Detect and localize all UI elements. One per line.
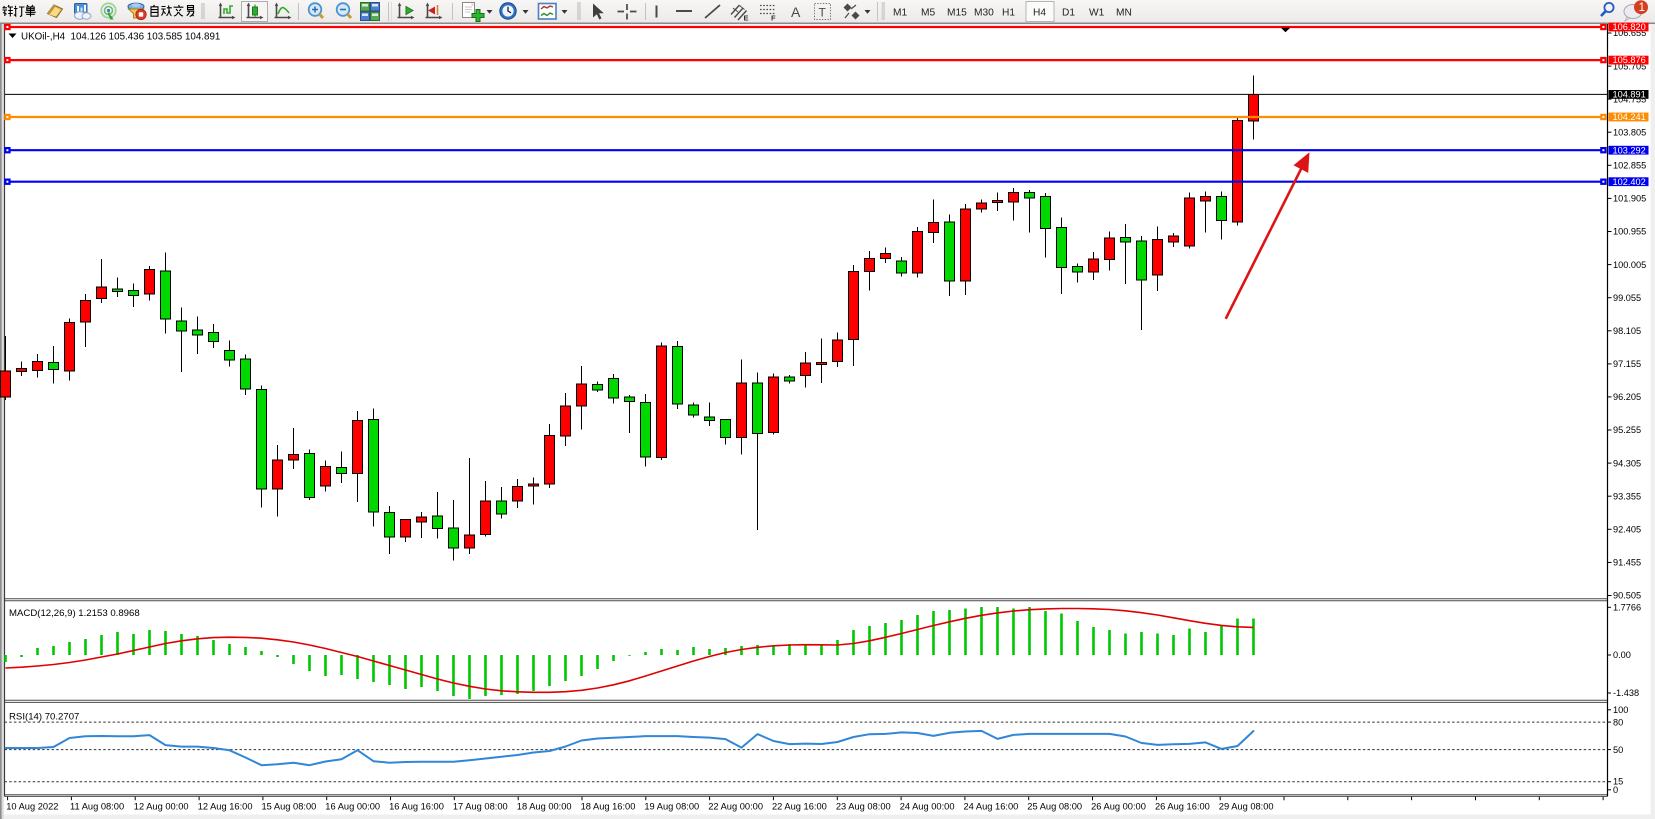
svg-text:18 Aug 16:00: 18 Aug 16:00 xyxy=(581,802,636,812)
svg-text:MN: MN xyxy=(1116,8,1132,19)
svg-text:12 Aug 00:00: 12 Aug 00:00 xyxy=(134,802,189,812)
svg-text:103.805: 103.805 xyxy=(1613,127,1646,137)
svg-text:93.355: 93.355 xyxy=(1613,491,1641,501)
svg-text:0: 0 xyxy=(1613,785,1618,795)
svg-text:H4: H4 xyxy=(1033,8,1046,19)
svg-text:25 Aug 08:00: 25 Aug 08:00 xyxy=(1027,802,1082,812)
svg-text:RSI(14) 70.2707: RSI(14) 70.2707 xyxy=(9,712,79,723)
svg-text:106.655: 106.655 xyxy=(1613,28,1646,38)
svg-text:17 Aug 08:00: 17 Aug 08:00 xyxy=(453,802,508,812)
svg-text:D1: D1 xyxy=(1062,8,1075,19)
svg-text:12 Aug 16:00: 12 Aug 16:00 xyxy=(198,802,253,812)
svg-text:90.505: 90.505 xyxy=(1613,591,1641,601)
svg-text:50: 50 xyxy=(1613,745,1623,755)
svg-text:M1: M1 xyxy=(893,8,907,19)
svg-text:T: T xyxy=(819,6,827,20)
svg-text:10 Aug 2022: 10 Aug 2022 xyxy=(6,802,58,812)
svg-text:11 Aug 08:00: 11 Aug 08:00 xyxy=(70,802,124,812)
svg-text:15: 15 xyxy=(1613,776,1623,786)
svg-text:102.855: 102.855 xyxy=(1613,161,1646,171)
svg-text:16 Aug 00:00: 16 Aug 00:00 xyxy=(325,802,380,812)
svg-text:1.7766: 1.7766 xyxy=(1613,603,1641,613)
svg-text:UKOil-,H4 104.126 105.436 103: UKOil-,H4 104.126 105.436 103.585 104.89… xyxy=(21,32,220,43)
svg-text:104.755: 104.755 xyxy=(1613,94,1646,104)
svg-text:H1: H1 xyxy=(1002,8,1015,19)
svg-text:91.455: 91.455 xyxy=(1613,558,1641,568)
svg-text:M30: M30 xyxy=(974,8,994,19)
svg-text:M15: M15 xyxy=(947,8,967,19)
svg-text:-1.438: -1.438 xyxy=(1613,688,1639,698)
svg-text:100.955: 100.955 xyxy=(1613,227,1646,237)
svg-text:105.876: 105.876 xyxy=(1613,55,1646,65)
svg-text:15 Aug 08:00: 15 Aug 08:00 xyxy=(262,802,317,812)
svg-text:18 Aug 00:00: 18 Aug 00:00 xyxy=(517,802,572,812)
svg-text:1: 1 xyxy=(1639,2,1645,14)
svg-text:92.405: 92.405 xyxy=(1613,525,1641,535)
svg-text:97.155: 97.155 xyxy=(1613,359,1641,369)
svg-text:104.891: 104.891 xyxy=(1613,90,1646,100)
svg-text:98.105: 98.105 xyxy=(1613,326,1641,336)
svg-text:26 Aug 00:00: 26 Aug 00:00 xyxy=(1091,802,1146,812)
svg-text:104.241: 104.241 xyxy=(1613,112,1646,122)
svg-text:103.292: 103.292 xyxy=(1613,145,1646,155)
svg-text:106.820: 106.820 xyxy=(1613,22,1646,32)
svg-text:95.255: 95.255 xyxy=(1613,425,1641,435)
svg-text:22 Aug 16:00: 22 Aug 16:00 xyxy=(772,802,827,812)
svg-text:16 Aug 16:00: 16 Aug 16:00 xyxy=(389,802,444,812)
svg-text:102.402: 102.402 xyxy=(1613,177,1646,187)
svg-text:24 Aug 16:00: 24 Aug 16:00 xyxy=(964,802,1019,812)
svg-text:101.905: 101.905 xyxy=(1613,194,1646,204)
svg-text:80: 80 xyxy=(1613,717,1623,727)
svg-text:22 Aug 00:00: 22 Aug 00:00 xyxy=(708,802,763,812)
svg-text:W1: W1 xyxy=(1089,8,1105,19)
svg-text:29 Aug 08:00: 29 Aug 08:00 xyxy=(1219,802,1274,812)
svg-text:0.00: 0.00 xyxy=(1613,650,1631,660)
svg-text:A: A xyxy=(791,4,801,20)
svg-text:23 Aug 08:00: 23 Aug 08:00 xyxy=(836,802,891,812)
svg-text:M5: M5 xyxy=(921,8,935,19)
svg-text:19 Aug 08:00: 19 Aug 08:00 xyxy=(644,802,699,812)
svg-text:MACD(12,26,9) 1.2153 0.8968: MACD(12,26,9) 1.2153 0.8968 xyxy=(9,608,140,619)
svg-text:94.305: 94.305 xyxy=(1613,458,1641,468)
svg-text:99.055: 99.055 xyxy=(1613,293,1641,303)
svg-text:24 Aug 00:00: 24 Aug 00:00 xyxy=(900,802,955,812)
svg-text:F: F xyxy=(771,14,776,23)
svg-text:100.005: 100.005 xyxy=(1613,260,1646,270)
svg-text:105.705: 105.705 xyxy=(1613,61,1646,71)
svg-text:26 Aug 16:00: 26 Aug 16:00 xyxy=(1155,802,1210,812)
svg-text:96.205: 96.205 xyxy=(1613,392,1641,402)
svg-text:E: E xyxy=(744,14,749,23)
svg-text:100: 100 xyxy=(1613,705,1628,715)
